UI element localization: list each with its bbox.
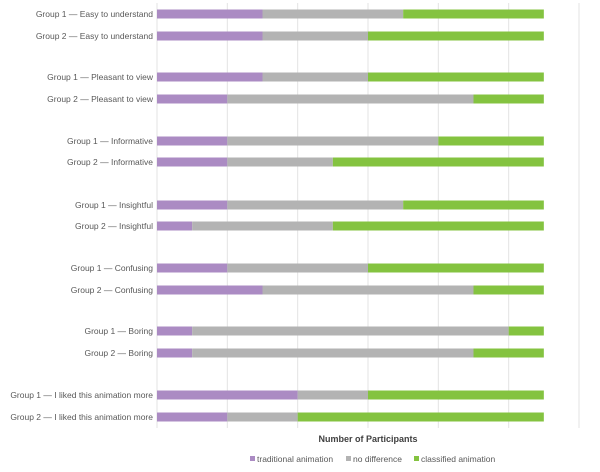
category-label: Group 2 — Informative xyxy=(67,157,153,167)
category-label: Group 1 — Insightful xyxy=(75,200,153,210)
bar-segment-classified-animation xyxy=(473,285,544,295)
bar-segment-no-difference xyxy=(262,31,368,41)
category-labels: Group 1 — Easy to understand Group 2 — Ea… xyxy=(10,9,154,422)
category-label: Group 1 — Easy to understand xyxy=(36,9,153,19)
x-axis-title: Number of Participants xyxy=(318,434,417,444)
bar-segment-classified-animation xyxy=(332,221,544,231)
bar-segment-no-difference xyxy=(192,326,509,336)
bar-segment-classified-animation xyxy=(332,157,544,167)
category-label: Group 2 — Pleasant to view xyxy=(47,94,154,104)
category-label: Group 1 — Informative xyxy=(67,136,153,146)
bar-segment-traditional-animation xyxy=(157,348,193,358)
bar-segment-no-difference xyxy=(262,9,404,19)
category-label: Group 1 — Confusing xyxy=(71,263,153,273)
bar-segment-no-difference xyxy=(227,412,298,422)
bar-segment-traditional-animation xyxy=(157,221,193,231)
bar-segment-traditional-animation xyxy=(157,157,228,167)
bar-segment-classified-animation xyxy=(473,348,544,358)
bar-segment-classified-animation xyxy=(368,390,544,400)
legend-swatch xyxy=(250,456,255,461)
bars xyxy=(157,9,544,422)
bar-segment-traditional-animation xyxy=(157,9,263,19)
category-label: Group 1 — I liked this animation more xyxy=(10,390,153,400)
bar-segment-classified-animation xyxy=(438,136,544,146)
bar-segment-traditional-animation xyxy=(157,390,298,400)
category-label: Group 2 — Boring xyxy=(84,348,153,358)
bar-segment-classified-animation xyxy=(508,326,544,336)
category-label: Group 2 — Confusing xyxy=(71,285,153,295)
legend-swatch xyxy=(346,456,351,461)
bar-segment-classified-animation xyxy=(368,263,544,273)
bar-segment-traditional-animation xyxy=(157,412,228,422)
bar-segment-classified-animation xyxy=(403,9,544,19)
bar-segment-no-difference xyxy=(227,136,439,146)
bar-segment-traditional-animation xyxy=(157,285,263,295)
bar-segment-classified-animation xyxy=(297,412,544,422)
legend-label: no difference xyxy=(353,454,402,464)
bar-segment-traditional-animation xyxy=(157,94,228,104)
bar-segment-traditional-animation xyxy=(157,263,228,273)
gridlines xyxy=(156,3,580,428)
bar-segment-classified-animation xyxy=(473,94,544,104)
bar-segment-no-difference xyxy=(227,200,404,210)
category-label: Group 1 — Boring xyxy=(84,326,153,336)
bar-segment-classified-animation xyxy=(368,31,544,41)
legend-label: classified animation xyxy=(421,454,495,464)
legend-label: traditional animation xyxy=(257,454,333,464)
legend: traditional animation no difference classi… xyxy=(250,454,495,464)
bar-segment-no-difference xyxy=(227,157,333,167)
bar-segment-traditional-animation xyxy=(157,326,193,336)
bar-segment-classified-animation xyxy=(403,200,544,210)
category-label: Group 1 — Pleasant to view xyxy=(47,72,154,82)
category-label: Group 2 — Insightful xyxy=(75,221,153,231)
bar-segment-no-difference xyxy=(262,72,368,82)
bar-segment-traditional-animation xyxy=(157,200,228,210)
bar-segment-no-difference xyxy=(262,285,474,295)
bar-segment-traditional-animation xyxy=(157,72,263,82)
bar-segment-no-difference xyxy=(297,390,368,400)
bar-segment-traditional-animation xyxy=(157,31,263,41)
category-label: Group 2 — I liked this animation more xyxy=(10,412,153,422)
bar-segment-traditional-animation xyxy=(157,136,228,146)
bar-segment-classified-animation xyxy=(368,72,544,82)
bar-segment-no-difference xyxy=(192,348,474,358)
bar-segment-no-difference xyxy=(192,221,333,231)
bar-segment-no-difference xyxy=(227,263,368,273)
bar-segment-no-difference xyxy=(227,94,474,104)
category-label: Group 2 — Easy to understand xyxy=(36,31,153,41)
legend-swatch xyxy=(414,456,419,461)
